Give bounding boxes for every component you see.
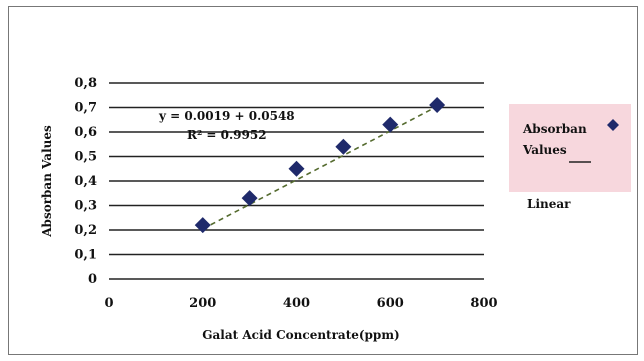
data-point — [241, 190, 258, 207]
data-point — [194, 217, 211, 234]
legend-trendline-label: Linear — [527, 197, 571, 211]
y-tick-label: 0,7 — [74, 101, 97, 116]
gridlines — [109, 82, 484, 280]
y-axis-ticks: 0 0,1 0,2 0,3 0,4 0,5 0,6 0,7 0,8 — [74, 76, 97, 287]
x-axis-title: Galat Acid Concentrate(ppm) — [202, 328, 399, 342]
data-point — [335, 138, 352, 155]
r-squared-label: R² = 0.9952 — [187, 128, 267, 142]
x-axis-ticks: 0 200 400 600 800 — [104, 296, 497, 311]
x-tick-label: 800 — [470, 296, 497, 311]
trendline-equation: y = 0.0019 + 0.0548 — [158, 109, 295, 123]
y-axis-title: Absorban Values — [40, 125, 54, 238]
trendline — [202, 105, 438, 230]
data-point — [288, 160, 305, 177]
x-tick-label: 0 — [104, 296, 113, 311]
y-tick-label: 0 — [88, 272, 97, 287]
y-tick-label: 0,1 — [74, 248, 97, 263]
data-points — [194, 97, 446, 234]
y-tick-label: 0,4 — [74, 174, 97, 189]
y-tick-label: 0,5 — [74, 150, 97, 165]
data-point — [382, 116, 399, 133]
y-tick-label: 0,2 — [74, 223, 97, 238]
legend: Absorban Values Linear — [509, 104, 631, 211]
data-point — [429, 97, 446, 114]
chart-frame: 0 0,1 0,2 0,3 0,4 0,5 0,6 0,7 0,8 0 200 400 600 800 … — [8, 6, 638, 355]
legend-background — [509, 104, 631, 192]
y-tick-label: 0,8 — [74, 76, 97, 91]
chart-canvas: 00,10,20,30,40,50,60,70,8 0 200 400 600 800 … — [40, 76, 631, 342]
x-tick-label: 200 — [189, 296, 216, 311]
x-tick-label: 400 — [283, 296, 310, 311]
y-tick-label: 0,6 — [74, 125, 97, 140]
x-tick-label: 600 — [377, 296, 404, 311]
legend-diamond-marker-icon — [607, 119, 619, 131]
trendline-layer — [202, 105, 438, 230]
y-tick-label: 0,3 — [74, 199, 97, 214]
legend-series-label-line2: Values — [522, 143, 567, 157]
legend-series-label-line1: Absorban — [522, 122, 587, 136]
